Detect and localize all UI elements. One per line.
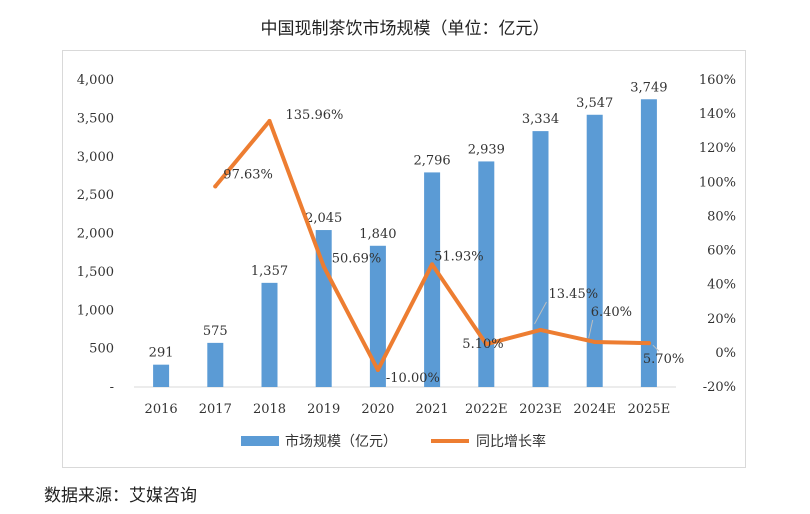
growth-data-label: 5.70% [643,352,684,367]
x-tick-label: 2025E [628,402,671,417]
growth-data-label: 50.69% [332,251,382,266]
y-left-tick-label: 1,000 [77,303,114,318]
x-tick-label: 2022E [465,402,508,417]
bar-2024E [586,114,603,387]
y-left-tick-label: 3,000 [77,150,114,165]
bar-2016 [153,364,170,387]
legend-label-market-size: 市场规模（亿元） [285,433,397,450]
y-right-tick-label: 140% [699,107,736,122]
bar-data-label: 575 [203,324,228,339]
y-right-tick-label: 160% [699,73,736,88]
growth-point-2022E [484,342,489,347]
growth-point-2021 [430,262,435,267]
bar-2017 [207,342,224,387]
y-right-tick-label: 120% [699,141,736,156]
bar-2021 [424,172,441,387]
growth-point-2023E [538,327,543,332]
y-right-tick-label: 0% [715,346,736,361]
bar-data-label: 2,939 [468,142,505,157]
growth-point-2025E [646,341,651,346]
leader-line [534,301,547,325]
y-left-tick-label: 2,000 [77,227,114,242]
y-left-tick-label: 500 [89,342,114,357]
bar-data-label: 1,357 [251,264,288,279]
bar-2018 [261,282,278,387]
growth-point-2018 [267,119,272,124]
bar-data-label: 3,334 [522,112,559,127]
x-tick-label: 2023E [519,402,562,417]
growth-data-label: 6.40% [591,305,632,320]
y-right-tick-label: 60% [707,244,736,259]
bar-data-label: 291 [149,346,174,361]
legend-label-growth-rate: 同比增长率 [476,433,546,450]
growth-data-label: -10.00% [386,371,440,386]
chart-frame [62,50,746,468]
x-tick-label: 2016 [145,402,178,417]
growth-point-2017 [213,184,218,189]
growth-data-label: 135.96% [286,108,344,123]
bar-2022E [478,161,495,387]
source-note: 数据来源：艾媒咨询 [44,486,197,506]
x-tick-label: 2018 [253,402,286,417]
bar-data-label: 1,840 [359,227,396,242]
growth-point-2019 [321,264,326,269]
y-left-tick-label: - [110,380,114,395]
x-tick-label: 2019 [307,402,340,417]
bar-data-label: 3,547 [576,96,613,111]
legend-swatch-market-size [241,436,279,446]
x-tick-label: 2021 [416,402,449,417]
y-right-tick-label: 100% [699,175,736,190]
y-left-tick-label: 2,500 [77,188,114,203]
growth-data-label: 51.93% [434,249,484,264]
y-left-tick-label: 1,500 [77,265,114,280]
leader-line [588,319,594,339]
growth-point-2024E [592,339,597,344]
x-tick-label: 2020 [361,402,394,417]
growth-point-2020 [375,367,380,372]
bar-2023E [532,131,549,387]
y-right-tick-label: -20% [703,380,736,395]
y-left-tick-label: 3,500 [77,111,114,126]
chart-title: 中国现制茶饮市场规模（单位：亿元） [260,19,550,39]
growth-data-label: 97.63% [223,167,273,182]
x-tick-label: 2024E [573,402,616,417]
bar-2019 [315,230,332,387]
bar-data-label: 2,796 [413,153,450,168]
growth-data-label: 13.45% [549,287,599,302]
bar-2020 [369,245,386,387]
bar-2025E [640,99,657,387]
y-right-tick-label: 20% [707,312,736,327]
bar-data-label: 2,045 [305,211,342,226]
leader-line [652,344,660,352]
y-right-tick-label: 80% [707,209,736,224]
x-tick-label: 2017 [199,402,232,417]
y-right-tick-label: 40% [707,278,736,293]
growth-data-label: 5.10% [462,337,503,352]
bar-data-label: 3,749 [630,80,667,95]
y-left-tick-label: 4,000 [77,73,114,88]
